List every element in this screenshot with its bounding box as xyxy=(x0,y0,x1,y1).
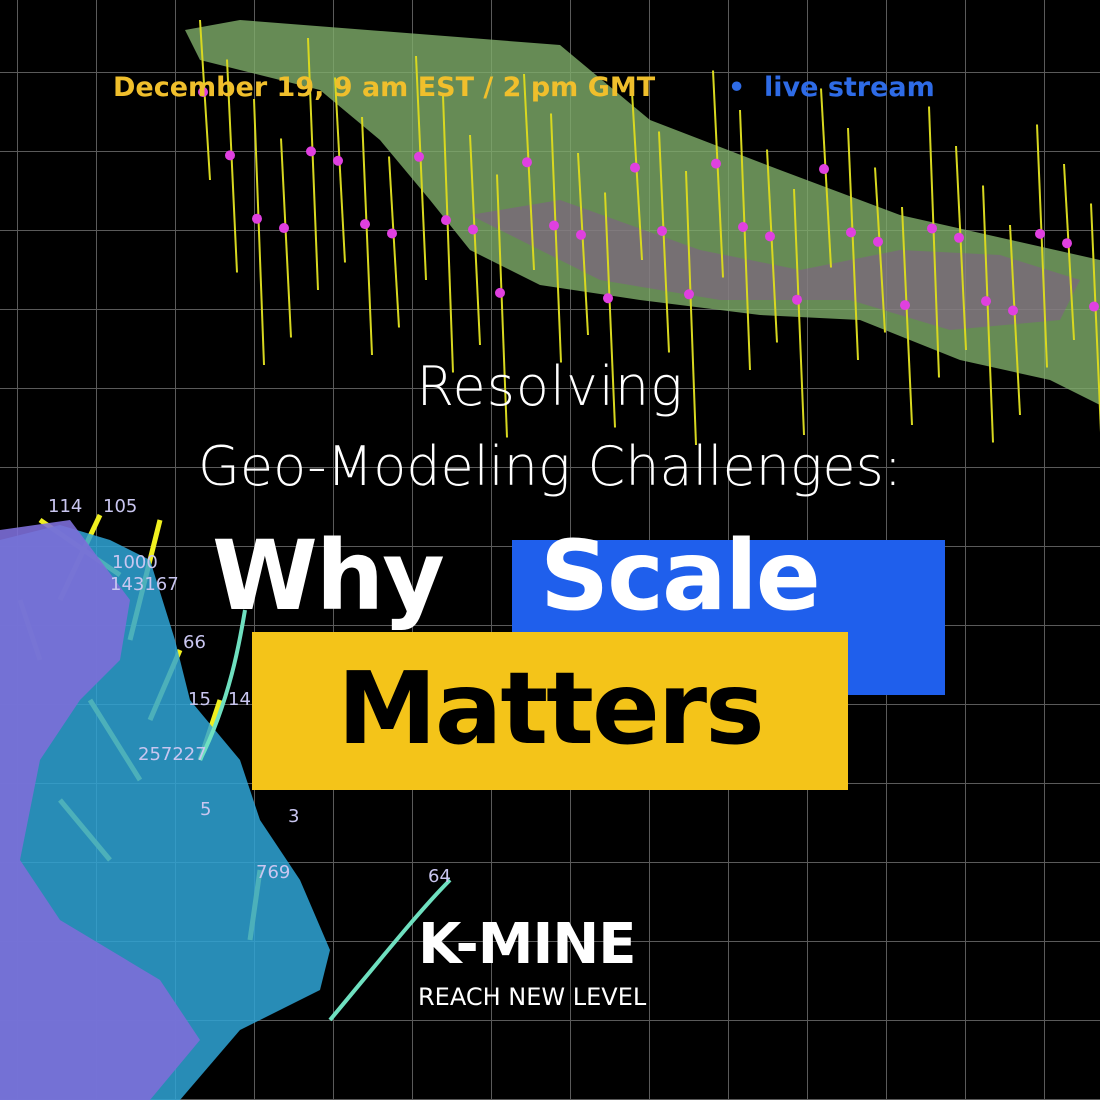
model-label: 3 xyxy=(288,806,299,827)
drill-line xyxy=(415,55,427,281)
drill-line xyxy=(550,113,562,363)
model-label: 1000 xyxy=(112,552,158,573)
drill-line xyxy=(685,170,697,446)
drill-line xyxy=(766,149,778,343)
model-label: 143167 xyxy=(110,574,179,595)
drill-line xyxy=(577,152,589,336)
tagline: REACH NEW LEVEL xyxy=(418,983,647,1011)
model-label: 769 xyxy=(256,862,290,883)
separator: • xyxy=(728,72,746,103)
drill-line xyxy=(1090,203,1100,433)
drill-line xyxy=(199,19,211,181)
sample-marker xyxy=(1008,305,1018,316)
sample-marker xyxy=(873,236,883,247)
drill-line xyxy=(280,138,292,338)
title-line: Geo-Modeling Challenges: xyxy=(198,435,902,498)
sample-marker xyxy=(981,296,991,307)
model-label: 14 xyxy=(228,689,251,710)
drill-line xyxy=(1036,124,1048,368)
sample-marker xyxy=(279,223,289,234)
drill-line xyxy=(361,116,373,356)
sample-marker xyxy=(900,300,910,311)
sample-marker xyxy=(306,146,316,157)
sample-marker xyxy=(792,294,802,305)
drill-line xyxy=(253,98,265,366)
drill-line xyxy=(874,167,886,333)
headline-word: Matters xyxy=(337,650,764,767)
drill-trace xyxy=(328,878,452,1022)
sample-marker xyxy=(252,213,262,224)
drill-line xyxy=(658,131,670,353)
sample-marker xyxy=(414,151,424,162)
sample-marker xyxy=(198,87,208,97)
model-label: 257227 xyxy=(138,744,207,765)
drill-line xyxy=(334,77,346,263)
drill-line xyxy=(847,127,859,361)
sample-marker xyxy=(333,155,343,166)
drill-line xyxy=(982,185,994,443)
drill-line xyxy=(820,88,832,268)
sample-marker xyxy=(225,150,235,161)
logo: K-MINE xyxy=(418,912,636,977)
sample-marker xyxy=(684,289,694,300)
sample-marker xyxy=(549,220,559,231)
sample-marker xyxy=(1062,238,1072,249)
sample-marker xyxy=(468,224,478,235)
title-line: Resolving xyxy=(416,355,684,418)
sample-marker xyxy=(1035,228,1045,239)
sample-marker xyxy=(738,222,748,232)
model-label: 66 xyxy=(183,632,206,653)
sample-marker xyxy=(954,232,964,243)
sample-marker xyxy=(765,231,775,242)
sample-marker xyxy=(819,164,829,175)
model-purple xyxy=(0,520,200,1100)
drill-line xyxy=(712,70,724,278)
drill-line xyxy=(469,134,481,346)
sample-marker xyxy=(630,162,640,173)
headline-word: Scale xyxy=(540,520,821,632)
drill-line xyxy=(604,192,616,428)
drill-line xyxy=(793,188,805,436)
drill-line xyxy=(307,37,319,291)
sample-marker xyxy=(846,227,856,238)
sample-marker xyxy=(522,157,532,168)
drill-line xyxy=(739,109,751,371)
drill-line xyxy=(1063,163,1075,341)
sample-marker xyxy=(927,223,937,234)
model-label: 15 xyxy=(188,689,211,710)
sample-marker xyxy=(495,287,505,298)
model-label: 105 xyxy=(103,496,137,517)
drill-trace xyxy=(198,609,247,761)
sample-marker xyxy=(603,293,613,304)
drill-line xyxy=(388,156,400,328)
event-format: live stream xyxy=(764,72,935,103)
sample-marker xyxy=(657,225,667,236)
ore-body xyxy=(185,20,1100,405)
sample-marker xyxy=(1089,301,1099,312)
model-label: 114 xyxy=(48,496,82,517)
sample-marker xyxy=(387,228,397,239)
headline-word: Why xyxy=(212,520,445,632)
sample-marker xyxy=(441,215,451,226)
drill-line xyxy=(226,59,238,273)
drill-line xyxy=(496,174,508,438)
drill-line xyxy=(928,106,940,378)
ore-core xyxy=(470,200,1080,330)
event-date: December 19, 9 am EST / 2 pm GMT xyxy=(113,72,656,103)
drill-line xyxy=(442,95,454,373)
highlight-box xyxy=(252,632,848,790)
drill-line xyxy=(523,73,535,271)
sample-marker xyxy=(576,229,586,240)
sample-marker xyxy=(711,158,721,169)
model-label: 64 xyxy=(428,866,451,887)
drill-line xyxy=(631,91,643,261)
drill-line xyxy=(901,206,913,426)
drill-line xyxy=(1009,224,1021,416)
drill-line xyxy=(955,145,967,351)
sample-marker xyxy=(360,219,370,230)
model-label: 5 xyxy=(200,799,211,820)
